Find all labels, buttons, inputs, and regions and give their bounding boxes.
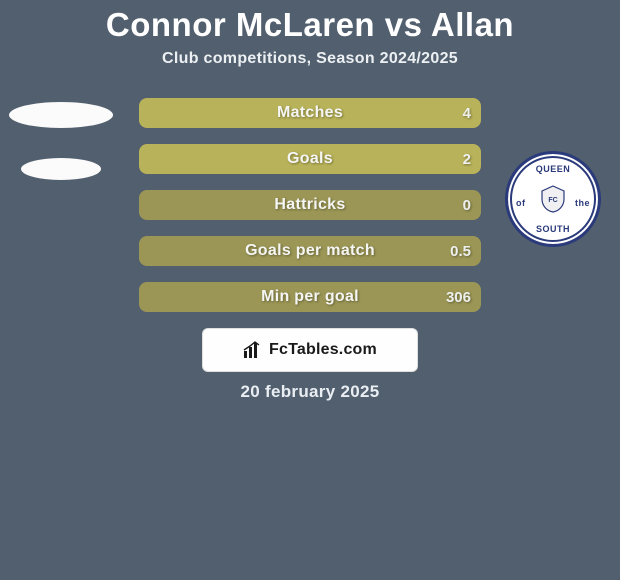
stat-bar-label: Min per goal (261, 288, 359, 306)
badge-text-top: QUEEN (536, 164, 571, 174)
badge-text-bottom: SOUTH (536, 224, 570, 234)
stat-bar-label: Goals per match (245, 242, 375, 260)
brand-text: FcTables.com (269, 341, 377, 359)
badge-circle: QUEEN of the SOUTH FC (505, 151, 601, 247)
stat-bar: Goals per match 0.5 (139, 236, 481, 266)
page-title: Connor McLaren vs Allan (0, 0, 620, 44)
badge-text-right: the (575, 198, 590, 208)
ellipse-shape-2 (21, 158, 101, 180)
widget-root: Connor McLaren vs Allan Club competition… (0, 0, 620, 580)
ellipse-shape-1 (9, 102, 113, 128)
brand-box[interactable]: FcTables.com (202, 328, 418, 372)
stat-bar-label: Hattricks (274, 196, 345, 214)
stat-bar: Goals 2 (139, 144, 481, 174)
stat-bar-label: Goals (287, 150, 333, 168)
page-subtitle: Club competitions, Season 2024/2025 (0, 50, 620, 68)
stat-bar: Hattricks 0 (139, 190, 481, 220)
stat-bar-value: 4 (463, 105, 471, 122)
date-text: 20 february 2025 (0, 382, 620, 402)
stat-bar-value: 0 (463, 197, 471, 214)
svg-text:FC: FC (548, 197, 557, 204)
stat-bar: Matches 4 (139, 98, 481, 128)
team-logo-right: QUEEN of the SOUTH FC (498, 144, 608, 254)
stat-bar-value: 2 (463, 151, 471, 168)
stat-bar-value: 306 (446, 289, 471, 306)
stat-bar-label: Matches (277, 104, 343, 122)
badge-text-left: of (516, 198, 526, 208)
stat-bar-value: 0.5 (450, 243, 471, 260)
shield-icon: FC (538, 184, 568, 214)
stat-bars: Matches 4 Goals 2 Hattricks 0 Goals per match 0… (139, 98, 481, 312)
content-area: QUEEN of the SOUTH FC Matches 4 Goals 2 Hatt… (0, 98, 620, 402)
team-logo-left (6, 86, 116, 196)
stat-bar: Min per goal 306 (139, 282, 481, 312)
bars-icon (243, 341, 265, 359)
